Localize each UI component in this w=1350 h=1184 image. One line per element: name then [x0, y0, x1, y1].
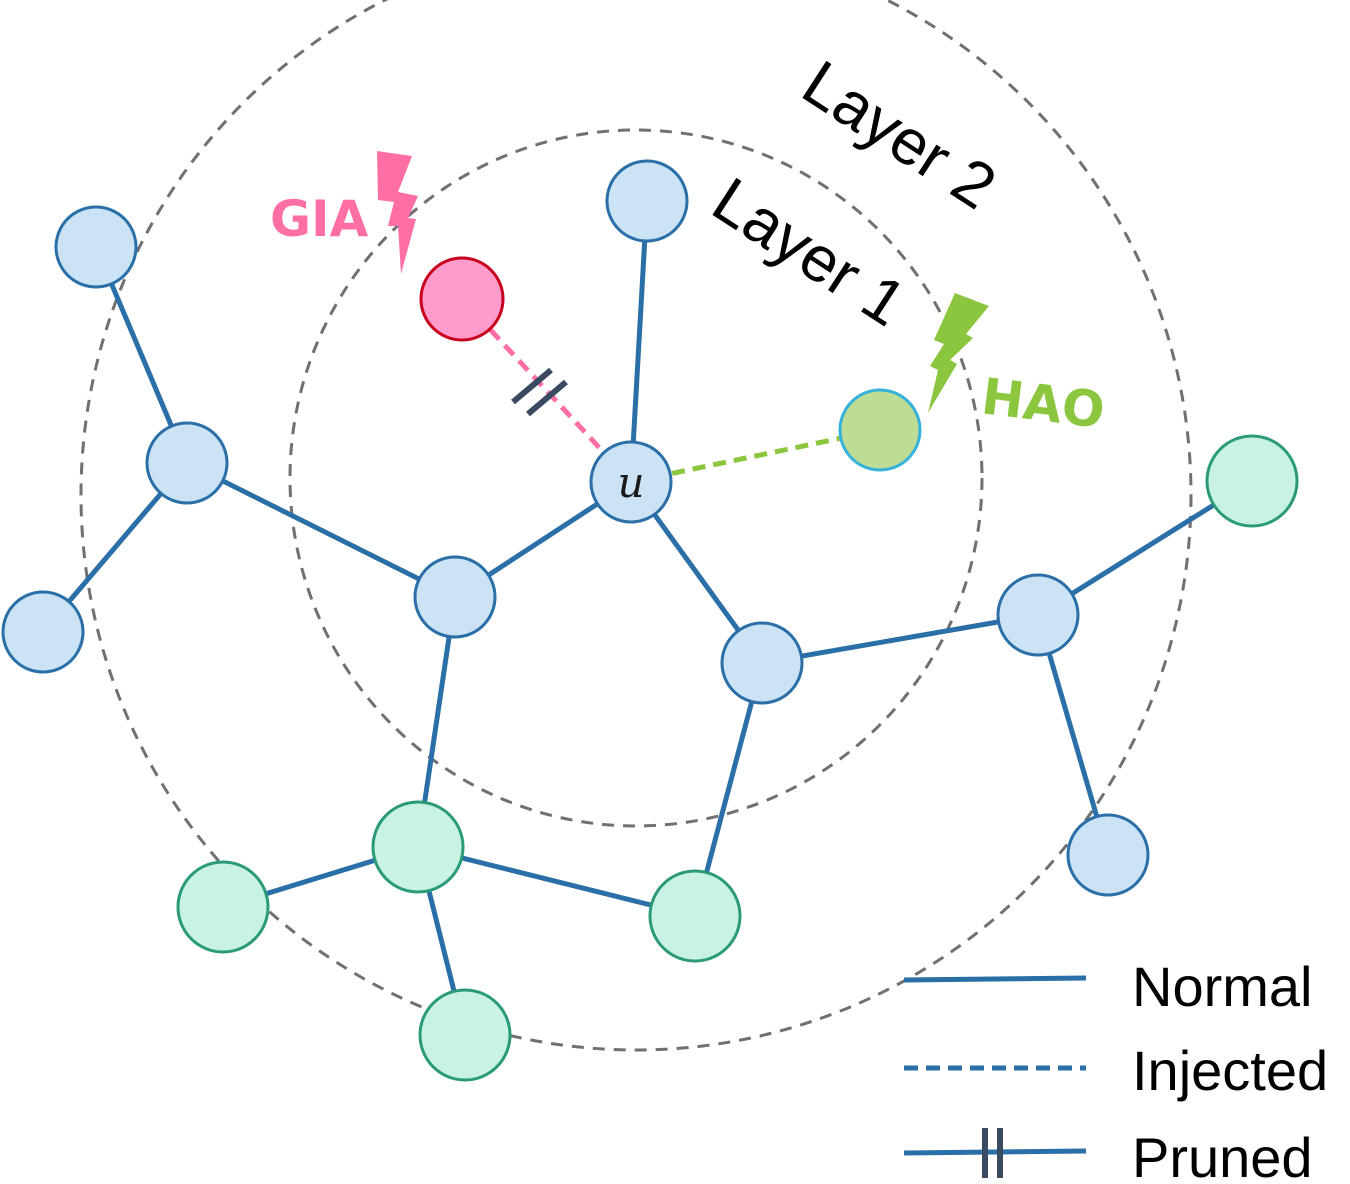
edge [415, 844, 698, 919]
node [1, 590, 85, 674]
node [176, 860, 270, 954]
node [418, 988, 512, 1082]
hao-injected-edge [630, 427, 881, 485]
hao-label: HAO [979, 367, 1108, 440]
layer-1-label: Layer 1 [700, 163, 918, 340]
hao-lightning-icon [928, 293, 989, 413]
node [1205, 434, 1299, 528]
node [413, 555, 497, 639]
hao-node [838, 388, 922, 472]
layer-2-ring [79, 0, 1193, 1052]
pruned-mark [511, 367, 568, 417]
edge [184, 460, 458, 600]
node [720, 621, 804, 705]
edge [628, 198, 650, 485]
node [1066, 813, 1150, 897]
gia-label: GIA [270, 190, 369, 248]
layer-1-ring [288, 128, 984, 828]
blue-nodes [1, 159, 1150, 897]
edge [1035, 612, 1111, 858]
legend-pruned-label: Pruned [1132, 1126, 1313, 1184]
node [145, 421, 229, 505]
node [371, 800, 465, 894]
center-node-label: u [617, 458, 644, 507]
edge [759, 612, 1041, 666]
legend-pruned-line [903, 1148, 1087, 1156]
center-node [589, 440, 673, 524]
node [54, 205, 138, 289]
legend: Normal Injected Pruned [903, 955, 1328, 1184]
legend-normal-label: Normal [1132, 955, 1312, 1018]
node [648, 869, 742, 963]
legend-injected-label: Injected [1132, 1039, 1328, 1102]
green-nodes [176, 434, 1299, 1082]
layer-2-label: Layer 2 [790, 46, 1008, 223]
legend-normal-line [903, 975, 1087, 983]
node [996, 573, 1080, 657]
gia-node [419, 256, 505, 342]
gia-lightning-icon [377, 151, 418, 274]
node [605, 159, 689, 243]
